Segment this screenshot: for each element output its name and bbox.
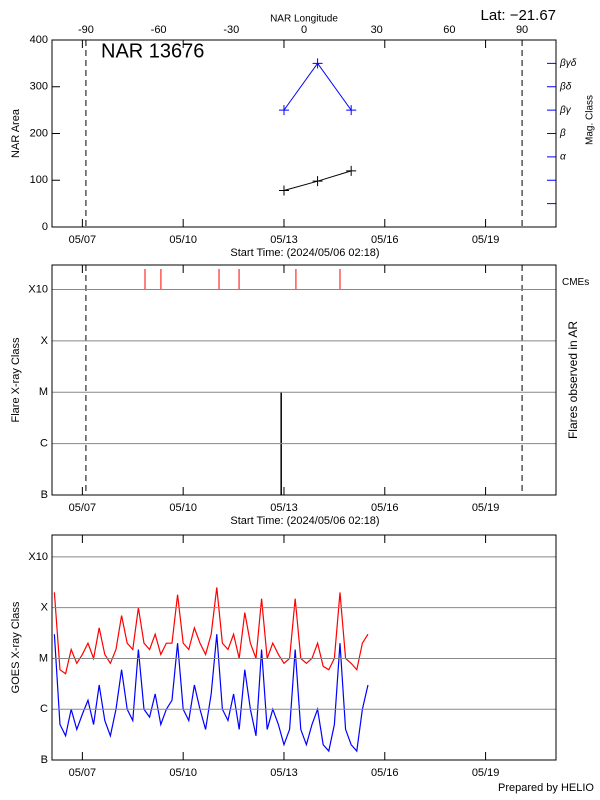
x2-tick-label: 60 xyxy=(443,24,455,36)
x2-tick-label: 30 xyxy=(371,24,383,36)
y2-tick-label: βγδ xyxy=(559,58,577,69)
x2-axis-label: NAR Longitude xyxy=(270,14,338,25)
x-tick-label: 05/19 xyxy=(472,234,500,246)
y2-tick-label: β xyxy=(559,128,566,139)
goes-line xyxy=(53,634,369,753)
y2-axis-label: Mag. Class xyxy=(585,95,596,145)
y-tick-label: 100 xyxy=(30,174,48,186)
footer: Prepared by HELIO xyxy=(498,782,594,794)
x-tick-label: 05/19 xyxy=(472,502,500,514)
y-tick-label: 300 xyxy=(30,81,48,93)
plot-frame xyxy=(51,264,557,496)
y-axis-label: Flare X-ray Class xyxy=(10,337,22,422)
x2-tick-label: -30 xyxy=(223,24,239,36)
chart-title: NAR 13676 xyxy=(101,40,204,62)
x-tick-label: 05/10 xyxy=(169,502,197,514)
y-tick-label: M xyxy=(39,386,48,398)
x-tick-label: 05/07 xyxy=(69,502,97,514)
y-tick-label: B xyxy=(41,489,48,501)
plot-area xyxy=(278,58,357,196)
x-tick-label: 05/19 xyxy=(472,767,500,779)
point-marker xyxy=(346,165,357,176)
plot-area xyxy=(53,587,369,753)
y-tick-label: C xyxy=(40,438,48,450)
y2-tick-label: α xyxy=(560,152,566,163)
y-axis-label: GOES X-ray Class xyxy=(10,601,22,693)
y-tick-label: B xyxy=(41,754,48,766)
x-tick-label: 05/16 xyxy=(371,502,399,514)
x2-tick-label: 0 xyxy=(301,24,307,36)
plot-frame xyxy=(51,39,557,228)
x-tick-label: 05/13 xyxy=(270,767,298,779)
x2-tick-label: -90 xyxy=(78,24,94,36)
y-tick-label: X10 xyxy=(28,551,48,563)
x-axis-label: Start Time: (2024/05/06 02:18) xyxy=(230,515,379,527)
x-tick-label: 05/16 xyxy=(371,767,399,779)
x-axis-label: Start Time: (2024/05/06 02:18) xyxy=(230,247,379,259)
point-marker xyxy=(278,105,289,116)
x-tick-label: 05/10 xyxy=(169,767,197,779)
y-tick-label: 0 xyxy=(42,221,48,233)
point-marker xyxy=(346,105,357,116)
cme-label: CMEs xyxy=(562,277,589,288)
y-tick-label: 200 xyxy=(30,127,48,139)
point-marker xyxy=(312,176,323,187)
goes-line xyxy=(53,587,369,675)
x-tick-label: 05/07 xyxy=(69,767,97,779)
y2-axis-label: Flares observed in AR xyxy=(566,321,580,439)
y-tick-label: C xyxy=(40,703,48,715)
y-tick-label: X xyxy=(41,335,49,347)
x-tick-label: 05/16 xyxy=(371,234,399,246)
x-tick-label: 05/13 xyxy=(270,234,298,246)
y2-tick-label: βγ xyxy=(559,105,572,116)
x-tick-label: 05/10 xyxy=(169,234,197,246)
x-tick-label: 05/13 xyxy=(270,502,298,514)
point-marker xyxy=(312,58,323,69)
y-tick-label: X10 xyxy=(28,283,48,295)
x2-tick-label: 90 xyxy=(516,24,528,36)
y-axis-label: NAR Area xyxy=(10,108,22,158)
x-tick-label: 05/07 xyxy=(69,234,97,246)
y-tick-label: X xyxy=(41,602,49,614)
y2-tick-label: βδ xyxy=(559,81,572,92)
y-tick-label: M xyxy=(39,652,48,664)
latitude: Lat: −21.67 xyxy=(481,7,556,24)
y-tick-label: 400 xyxy=(30,34,48,46)
plot-frame xyxy=(51,534,557,761)
point-marker xyxy=(278,185,289,196)
x2-tick-label: -60 xyxy=(151,24,167,36)
